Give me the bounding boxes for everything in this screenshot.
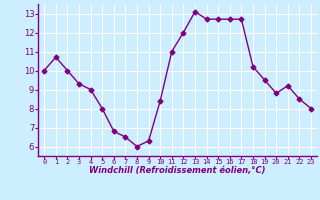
- X-axis label: Windchill (Refroidissement éolien,°C): Windchill (Refroidissement éolien,°C): [89, 166, 266, 175]
